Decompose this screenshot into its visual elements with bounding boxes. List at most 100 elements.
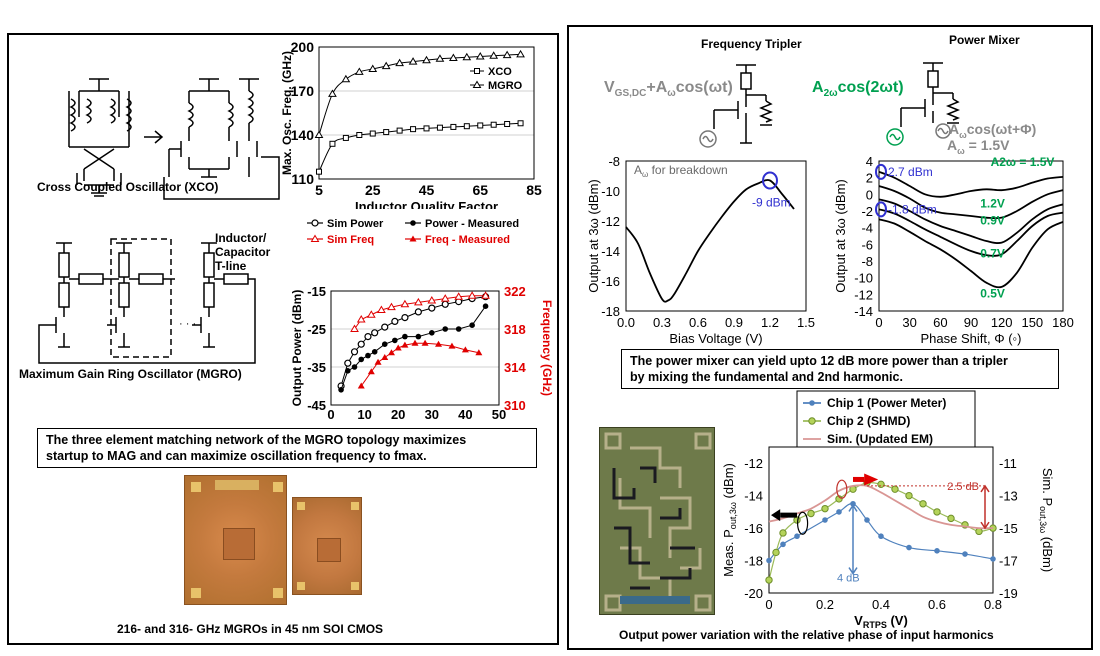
data-point — [891, 485, 899, 493]
data-point — [368, 64, 378, 72]
data-point — [358, 356, 365, 363]
y-tick-label: -15 — [307, 284, 326, 299]
plot-frame — [318, 46, 535, 180]
data-point — [469, 322, 475, 328]
data-point — [423, 125, 430, 132]
data-point — [482, 303, 489, 309]
legend-label: Freq - Measured — [425, 234, 510, 246]
x-tick-label: 0.6 — [928, 597, 946, 612]
x-axis-label: Phase Shift, Φ (◦) — [921, 331, 1022, 346]
data-point — [517, 120, 524, 127]
data-point — [450, 123, 457, 130]
y-tick-label: -8 — [608, 155, 620, 169]
tripler-input-rest: +A — [646, 79, 668, 96]
data-point — [454, 292, 464, 300]
data-point — [383, 129, 390, 136]
y-tick-label: -45 — [307, 398, 326, 413]
data-point — [463, 123, 470, 130]
data-point — [366, 310, 376, 318]
legend-frame — [796, 390, 976, 448]
data-point — [489, 51, 499, 59]
left-axis-circle — [796, 511, 809, 535]
legend-marker — [311, 219, 319, 227]
xco-schematic — [68, 78, 280, 200]
data-point — [371, 329, 379, 337]
legend-label: Chip 2 (SHMD) — [827, 414, 910, 428]
y-tick-label: 4 — [866, 155, 873, 169]
y-tick-label: -16 — [744, 521, 763, 536]
diff-label-red: 2.5 dB — [947, 481, 979, 493]
x-tick-label: 0 — [327, 407, 334, 422]
mgro-schematic: · · · — [38, 238, 256, 364]
data-point — [371, 349, 378, 355]
y2-axis-label: Frequency (GHz) — [540, 300, 554, 396]
y-tick-label: -10 — [601, 184, 620, 199]
data-point — [421, 339, 429, 346]
x-tick-label: 45 — [419, 182, 435, 198]
data-point — [793, 516, 801, 524]
die-photo-chip — [599, 427, 715, 615]
x-tick-label: 1.2 — [761, 315, 779, 330]
tripler-input-label: VGS,DC+Aωcos(ωt) — [604, 79, 733, 99]
right-caption: The power mixer can yield upto 12 dB mor… — [621, 349, 1059, 389]
breakdown-annotation: Aω for breakdown — [634, 163, 728, 179]
legend-label: Chip 1 (Power Meter) — [827, 396, 946, 410]
data-point — [351, 364, 358, 370]
mixer-curve — [878, 170, 1064, 198]
legend-marker — [809, 400, 815, 406]
data-point — [794, 533, 800, 540]
data-point — [502, 50, 512, 59]
y-tick-label: 2 — [866, 171, 873, 186]
y-axis-label: Max. Osc. Freq. (GHz) — [280, 51, 294, 175]
data-point — [429, 330, 435, 336]
left-caption-line2: startup to MAG and can maximize oscillat… — [46, 449, 427, 463]
data-point — [435, 340, 443, 347]
data-point — [354, 67, 364, 75]
x-tick-label: 30 — [902, 315, 916, 330]
data-point — [441, 300, 449, 308]
y2-tick-label: 322 — [504, 284, 526, 299]
y-tick-label: -16 — [601, 274, 620, 289]
legend-marker — [474, 68, 480, 74]
data-point — [850, 500, 856, 507]
chip-caption: 216- and 316- GHz MGROs in 45 nm SOI CMO… — [117, 622, 384, 636]
data-point — [807, 509, 815, 518]
data-point — [836, 509, 842, 515]
plot-frame — [625, 160, 807, 312]
x-tick-label: 90 — [964, 315, 978, 330]
y-tick-label: 110 — [291, 171, 314, 187]
curve-label: 0.7V — [980, 247, 1005, 261]
x-tick-label: 0 — [875, 315, 882, 330]
data-point — [381, 323, 389, 331]
curve-label: 0.9V — [980, 213, 1005, 227]
y-tick-label: 140 — [291, 127, 315, 143]
data-point — [449, 53, 458, 61]
data-point — [387, 349, 395, 356]
x-tick-label: 0.9 — [725, 315, 743, 330]
data-point — [427, 296, 437, 304]
y-tick-label: -14 — [601, 244, 620, 259]
data-point — [367, 368, 375, 375]
data-point — [990, 556, 996, 562]
y2-tick-label: -19 — [999, 586, 1018, 601]
mixer-amplitude: Aω = 1.5V — [947, 137, 1010, 156]
data-point — [377, 305, 386, 313]
data-point — [462, 52, 472, 61]
data-point — [962, 551, 968, 557]
mixer-schematic — [886, 62, 961, 146]
mixer-second-input: Aωcos(ωt+Φ) — [949, 121, 1036, 140]
left-caption-line1: The three element matching network of th… — [46, 433, 467, 447]
data-point — [436, 124, 443, 131]
data-point — [422, 55, 431, 64]
data-point — [947, 514, 955, 523]
right-axis-circle — [836, 479, 848, 499]
x-tick-label: 0.4 — [872, 597, 890, 612]
y-axis-label: Meas. Pout,3ω (dBm) — [721, 463, 738, 577]
mixer-amp-a: A — [947, 137, 958, 153]
data-point — [765, 576, 773, 584]
y2-tick-label: -17 — [999, 554, 1018, 569]
data-point — [933, 508, 941, 516]
y-tick-label: -14 — [854, 304, 873, 319]
y-tick-label: -35 — [307, 360, 326, 375]
mixer-curve — [878, 185, 1064, 220]
